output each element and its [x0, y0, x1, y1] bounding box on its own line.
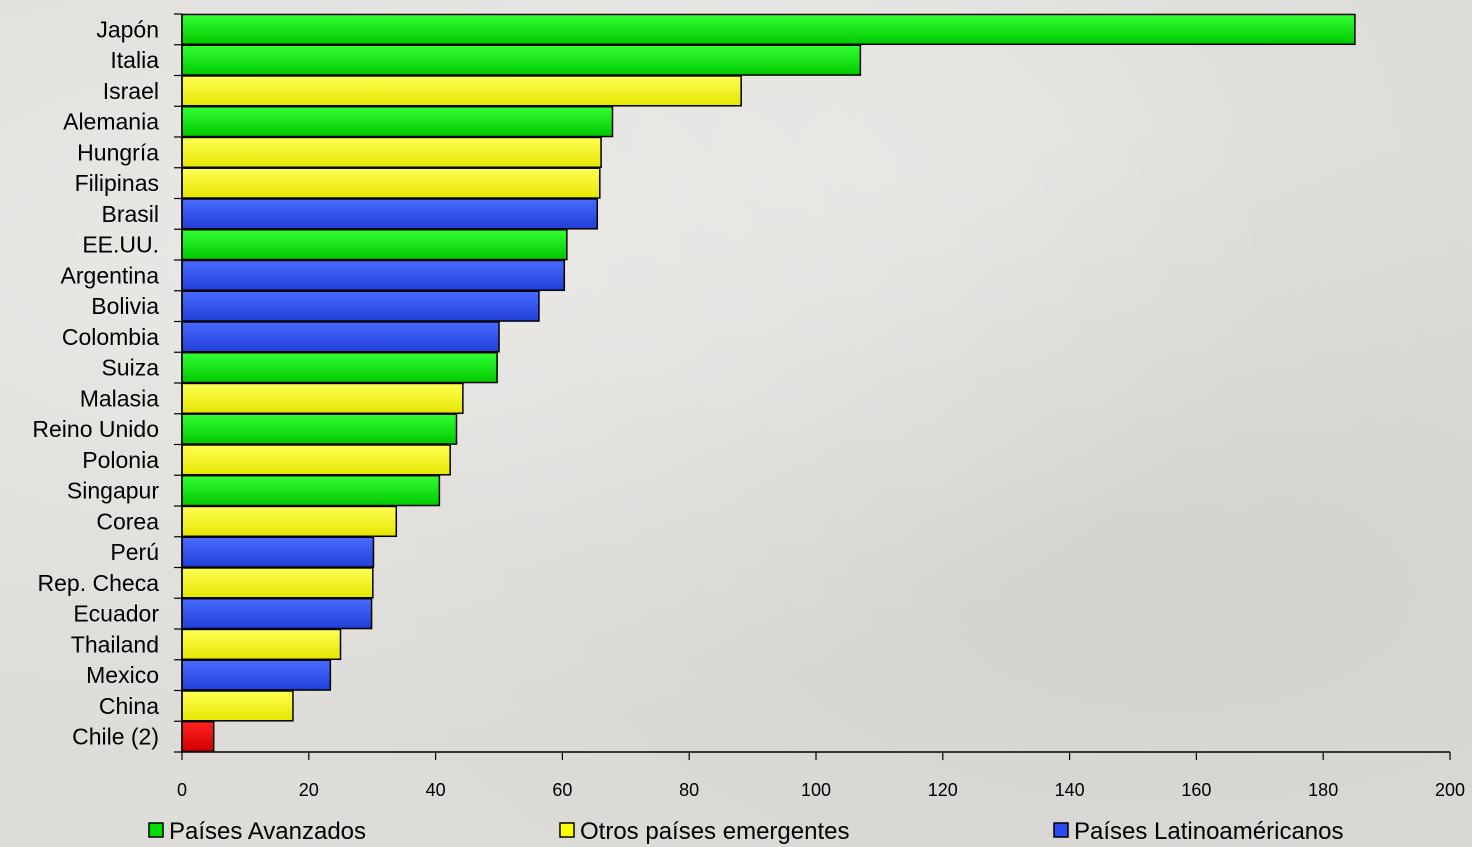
legend-swatch-avanzados	[148, 822, 164, 838]
legend-swatch-latinoamericanos	[1053, 822, 1069, 838]
x-tick-label-60: 60	[552, 780, 572, 800]
category-label-peru: Perú	[110, 539, 159, 565]
category-label-israel: Israel	[103, 78, 159, 104]
bar-peru	[181, 536, 375, 568]
category-label-hungria: Hungría	[77, 139, 159, 165]
bar-china	[181, 690, 294, 722]
category-label-suiza: Suiza	[101, 355, 159, 381]
category-label-colombia: Colombia	[62, 324, 159, 350]
category-label-thailand: Thailand	[71, 631, 159, 657]
category-label-china: China	[99, 693, 159, 719]
bar-malasia	[181, 382, 464, 415]
bar-japon	[181, 13, 1356, 46]
x-tick-label-140: 140	[1055, 780, 1085, 800]
bar-corea	[181, 505, 398, 538]
bar-alemania	[181, 105, 614, 138]
x-tick-label-80: 80	[679, 780, 699, 800]
category-label-japon: Japón	[96, 16, 159, 42]
x-tick-label-40: 40	[426, 780, 446, 800]
bar-brasil	[181, 198, 599, 230]
bar-ee-uu	[181, 228, 568, 261]
legend-label-emergentes: Otros países emergentes	[580, 818, 849, 845]
legend: Países Avanzados Otros países emergentes P…	[148, 818, 1343, 845]
legend-label-avanzados: Países Avanzados	[169, 818, 366, 845]
bar-israel	[181, 75, 742, 107]
category-label-corea: Corea	[96, 508, 159, 534]
axes-group: 0 20 40 60 80 100 120 140 160 180 200	[174, 13, 1465, 800]
legend-swatch-emergentes	[559, 822, 575, 838]
category-label-alemania: Alemania	[63, 109, 159, 135]
category-label-italia: Italia	[110, 47, 159, 73]
bar-bolivia	[181, 290, 540, 322]
x-tick-label-100: 100	[801, 780, 831, 800]
category-label-malasia: Malasia	[80, 385, 159, 411]
category-label-brasil: Brasil	[101, 201, 159, 227]
category-label-ecuador: Ecuador	[73, 601, 159, 627]
category-label-reino-unido: Reino Unido	[32, 416, 159, 442]
x-tick-label-180: 180	[1308, 780, 1338, 800]
x-tick-label-20: 20	[299, 780, 319, 800]
x-tick-label-200: 200	[1435, 780, 1465, 800]
category-label-ee-uu: EE.UU.	[82, 232, 159, 258]
legend-label-latinoamericanos: Países Latinoaméricanos	[1074, 818, 1343, 845]
bar-ecuador	[181, 597, 373, 630]
bar-reino-unido	[181, 413, 458, 445]
bar-filipinas	[181, 167, 601, 199]
x-tick-label-120: 120	[928, 780, 958, 800]
bar-hungria	[181, 136, 602, 169]
bar-italia	[181, 44, 862, 76]
category-label-bolivia: Bolivia	[91, 293, 159, 319]
category-label-singapur: Singapur	[67, 478, 159, 504]
bar-chile-2	[181, 720, 215, 753]
bar-polonia	[181, 444, 451, 476]
category-label-mexico: Mexico	[86, 662, 159, 688]
bar-rep-checa	[181, 567, 374, 599]
bar-colombia	[181, 321, 500, 353]
category-label-rep-checa: Rep. Checa	[38, 570, 160, 596]
x-tick-label-0: 0	[177, 780, 187, 800]
category-labels: Japón Italia Israel Alemania Hungría Filipina…	[32, 16, 159, 749]
category-label-chile-2: Chile (2)	[72, 724, 159, 750]
x-tick-label-160: 160	[1181, 780, 1211, 800]
category-label-polonia: Polonia	[82, 447, 159, 473]
bar-suiza	[181, 351, 498, 384]
bar-mexico	[181, 659, 332, 691]
bar-thailand	[181, 628, 342, 661]
bar-argentina	[181, 259, 566, 292]
bars-group	[181, 13, 1356, 753]
category-label-argentina: Argentina	[61, 262, 160, 288]
category-label-filipinas: Filipinas	[75, 170, 159, 196]
bar-singapur	[181, 474, 441, 507]
